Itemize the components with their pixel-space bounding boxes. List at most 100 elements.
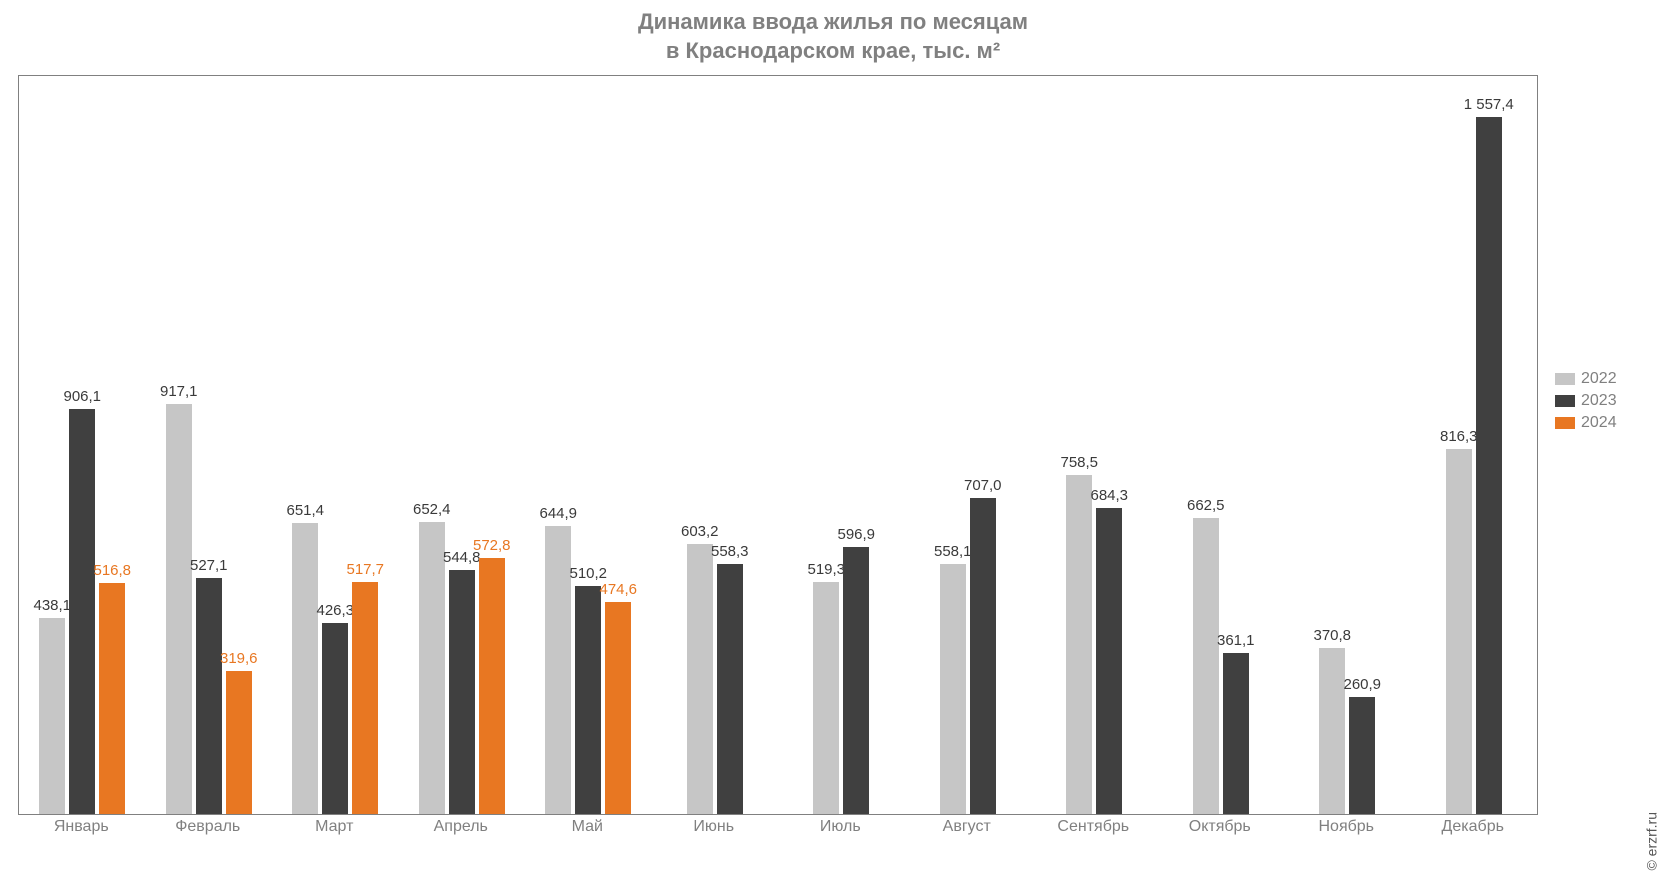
bar-value-label: 662,5 (1187, 497, 1225, 514)
bar: 319,6 (226, 671, 252, 814)
bar: 510,2 (575, 586, 601, 814)
bar-rect (1446, 449, 1472, 814)
bar: 361,1 (1223, 653, 1249, 815)
bar-group: 370,8260,9 (1319, 648, 1375, 814)
bar: 516,8 (99, 583, 125, 814)
bar-rect (1476, 117, 1502, 814)
bar: 519,3 (813, 582, 839, 814)
bar-rect (226, 671, 252, 814)
bar-group: 644,9510,2474,6 (545, 526, 631, 814)
bar-rect (575, 586, 601, 814)
legend: 2022 2023 2024 (1555, 370, 1655, 436)
bar-rect (1319, 648, 1345, 814)
legend-swatch (1555, 373, 1575, 385)
plot-area: 438,1906,1516,8917,1527,1319,6651,4426,3… (18, 75, 1538, 815)
bar-value-label: 558,3 (711, 543, 749, 560)
bar: 558,1 (940, 564, 966, 814)
bar-rect (970, 498, 996, 814)
bar-value-label: 572,8 (473, 537, 511, 554)
legend-label: 2024 (1581, 414, 1617, 432)
legend-label: 2023 (1581, 392, 1617, 410)
bar-rect (1096, 508, 1122, 814)
bar-rect (687, 544, 713, 814)
bar-rect (479, 558, 505, 814)
x-tick-label: Июнь (693, 818, 734, 836)
bar: 426,3 (322, 623, 348, 814)
bar: 544,8 (449, 570, 475, 814)
x-tick-label: Март (315, 818, 353, 836)
bar-rect (605, 602, 631, 814)
bar-rect (449, 570, 475, 814)
x-tick-label: Декабрь (1442, 818, 1504, 836)
bar-value-label: 906,1 (63, 388, 101, 405)
bar-group: 816,31 557,4 (1446, 117, 1502, 814)
bar-rect (545, 526, 571, 814)
bar: 652,4 (419, 522, 445, 814)
bar-rect (69, 409, 95, 814)
bar-value-label: 917,1 (160, 383, 198, 400)
bar-rect (39, 618, 65, 814)
legend-item: 2024 (1555, 414, 1655, 432)
bar-group: 519,3596,9 (813, 547, 869, 814)
bar-group: 662,5361,1 (1193, 518, 1249, 814)
bar-group: 558,1707,0 (940, 498, 996, 814)
copyright-label: © erzrf.ru (1644, 812, 1660, 871)
x-tick-label: Сентябрь (1057, 818, 1129, 836)
bar-rect (1066, 475, 1092, 814)
legend-item: 2022 (1555, 370, 1655, 388)
bar-rect (813, 582, 839, 814)
chart-title: Динамика ввода жилья по месяцам в Красно… (0, 0, 1666, 65)
bar-value-label: 652,4 (413, 501, 451, 518)
x-tick-label: Июль (820, 818, 861, 836)
x-tick-label: Апрель (434, 818, 488, 836)
bar: 596,9 (843, 547, 869, 814)
bar-group: 603,2558,3 (687, 544, 743, 814)
bar: 474,6 (605, 602, 631, 814)
bar-value-label: 651,4 (286, 502, 324, 519)
bar-value-label: 510,2 (569, 565, 607, 582)
chart-title-line2: в Краснодарском крае, тыс. м² (0, 37, 1666, 66)
bar: 517,7 (352, 582, 378, 814)
legend-swatch (1555, 417, 1575, 429)
bar-rect (292, 523, 318, 814)
legend-item: 2023 (1555, 392, 1655, 410)
bar: 662,5 (1193, 518, 1219, 814)
bar-value-label: 684,3 (1090, 487, 1128, 504)
bar-group: 758,5684,3 (1066, 475, 1122, 814)
bar-group: 652,4544,8572,8 (419, 522, 505, 814)
bar-rect (717, 564, 743, 814)
bar-rect (99, 583, 125, 814)
x-tick-label: Август (943, 818, 991, 836)
x-tick-label: Ноябрь (1318, 818, 1374, 836)
bar: 816,3 (1446, 449, 1472, 814)
bar-value-label: 644,9 (539, 505, 577, 522)
bar: 260,9 (1349, 697, 1375, 814)
bar: 684,3 (1096, 508, 1122, 814)
x-tick-label: Январь (54, 818, 109, 836)
bar: 603,2 (687, 544, 713, 814)
bar: 558,3 (717, 564, 743, 814)
bar-rect (166, 404, 192, 814)
bar-value-label: 474,6 (599, 581, 637, 598)
x-tick-label: Февраль (175, 818, 240, 836)
bar: 651,4 (292, 523, 318, 814)
bar-value-label: 517,7 (346, 561, 384, 578)
bar-group: 651,4426,3517,7 (292, 523, 378, 814)
bar: 1 557,4 (1476, 117, 1502, 814)
bar-value-label: 758,5 (1060, 454, 1098, 471)
bar-value-label: 319,6 (220, 650, 258, 667)
chart-container: Динамика ввода жилья по месяцам в Красно… (0, 0, 1666, 872)
legend-swatch (1555, 395, 1575, 407)
bar-rect (940, 564, 966, 814)
bar: 644,9 (545, 526, 571, 814)
bar: 707,0 (970, 498, 996, 814)
bar: 527,1 (196, 578, 222, 814)
bar-value-label: 816,3 (1440, 428, 1478, 445)
bar-value-label: 519,3 (807, 561, 845, 578)
bar-rect (322, 623, 348, 814)
bar-value-label: 516,8 (93, 562, 131, 579)
bar: 370,8 (1319, 648, 1345, 814)
bars-layer: 438,1906,1516,8917,1527,1319,6651,4426,3… (19, 76, 1537, 814)
bar: 438,1 (39, 618, 65, 814)
bar-value-label: 370,8 (1313, 627, 1351, 644)
